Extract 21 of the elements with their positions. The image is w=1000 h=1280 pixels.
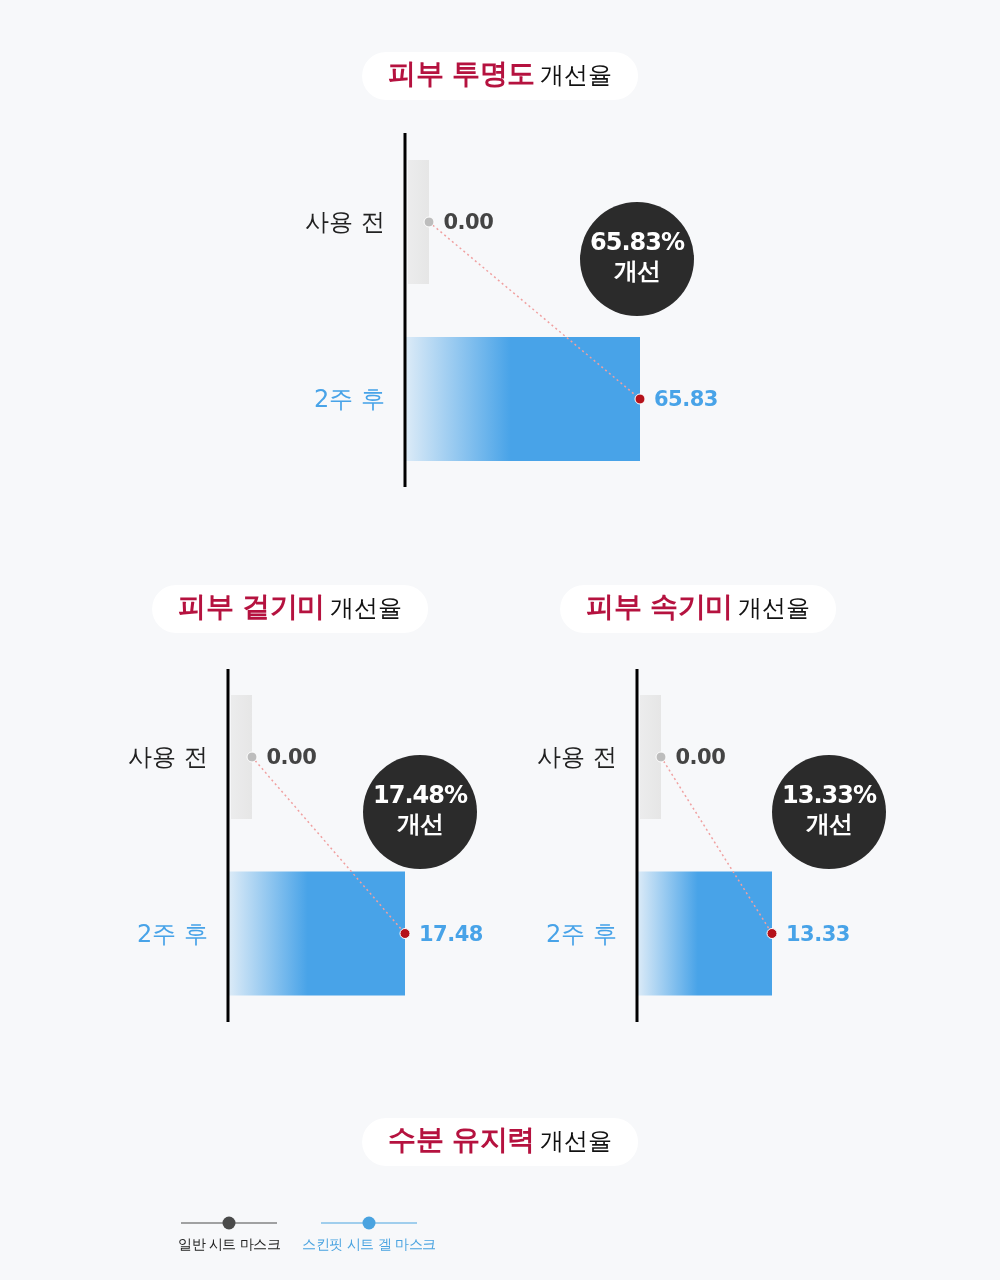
data-label: 0.00	[266, 745, 317, 769]
data-label: 0.00	[675, 745, 726, 769]
legend-label: 일반 시트 마스크	[178, 1236, 281, 1254]
y-tick-label: 2주 후	[546, 919, 617, 948]
legend-label: 스킨핏 시트 겔 마스크	[302, 1236, 436, 1254]
chart-title: 피부 속기미 개선율	[586, 590, 810, 623]
y-tick-label: 2주 후	[314, 384, 385, 413]
data-label: 65.83	[654, 387, 718, 411]
data-label: 0.00	[443, 210, 494, 234]
chart-title: 피부 투명도 개선율	[388, 57, 612, 90]
y-tick-label: 사용 전	[305, 207, 385, 236]
annotation: 65.83% 개선	[589, 228, 686, 286]
data-label: 13.33	[786, 921, 850, 946]
chart-title: 피부 겉기미 개선율	[178, 590, 402, 623]
text: 13.33% 개선	[781, 781, 878, 839]
text: 수분 유지력 개선율	[388, 1123, 612, 1156]
data-label: 17.48	[419, 921, 483, 946]
y-tick-label: 사용 전	[537, 743, 617, 772]
y-tick-label: 2주 후	[137, 919, 208, 948]
annotation: 17.48% 개선	[372, 781, 469, 839]
y-tick-label: 사용 전	[128, 743, 208, 772]
